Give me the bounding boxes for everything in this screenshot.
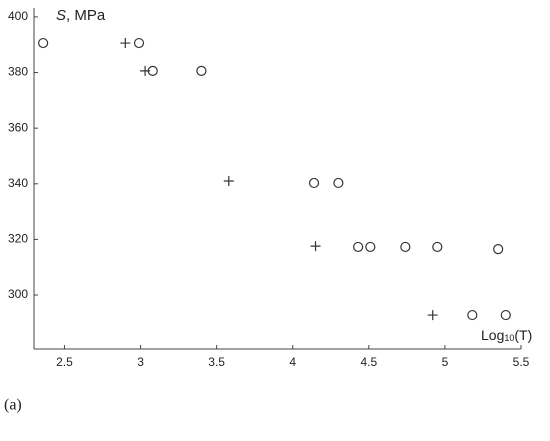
circle-point <box>38 37 49 49</box>
circle-point <box>493 244 504 255</box>
circle-point <box>196 65 207 76</box>
x-tick-label: 2.5 <box>56 355 73 369</box>
y-tick-label: 380 <box>8 65 28 79</box>
x-label-main: Log <box>481 327 504 343</box>
circle-point <box>400 241 411 253</box>
y-axis-label: S, MPa <box>56 7 106 24</box>
y-label-unit: , MPa <box>66 7 106 24</box>
circle-point <box>133 37 145 49</box>
x-label-suffix: (T) <box>514 327 532 343</box>
y-label-symbol: S <box>56 7 66 24</box>
plus-point <box>310 241 321 252</box>
y-tick-label: 340 <box>8 176 28 190</box>
plus-point <box>223 176 234 187</box>
y-tick-label: 360 <box>8 120 28 134</box>
x-tick-label: 5 <box>442 355 449 369</box>
plus-point <box>427 310 438 321</box>
x-tick-label: 3.5 <box>208 355 225 369</box>
x-tick-label: 5.5 <box>513 355 530 369</box>
circle-point <box>467 309 478 321</box>
plus-point <box>140 65 151 76</box>
circle-point <box>500 309 511 321</box>
circle-point <box>333 177 344 189</box>
x-label-sub: 10 <box>504 333 514 343</box>
x-tick-label: 3 <box>137 355 144 369</box>
circle-point <box>308 177 320 189</box>
y-tick-label: 300 <box>8 287 28 301</box>
plus-point <box>120 38 131 49</box>
y-tick-label: 400 <box>8 9 28 23</box>
x-tick-label: 4 <box>289 355 296 369</box>
circle-point <box>432 241 443 253</box>
x-axis-label: Log10(T) <box>481 327 532 344</box>
y-tick-label: 320 <box>8 232 28 246</box>
circle-point <box>365 241 376 253</box>
caption: (a) <box>4 397 22 414</box>
x-tick-label: 4.5 <box>360 355 377 369</box>
circle-point <box>353 241 364 253</box>
